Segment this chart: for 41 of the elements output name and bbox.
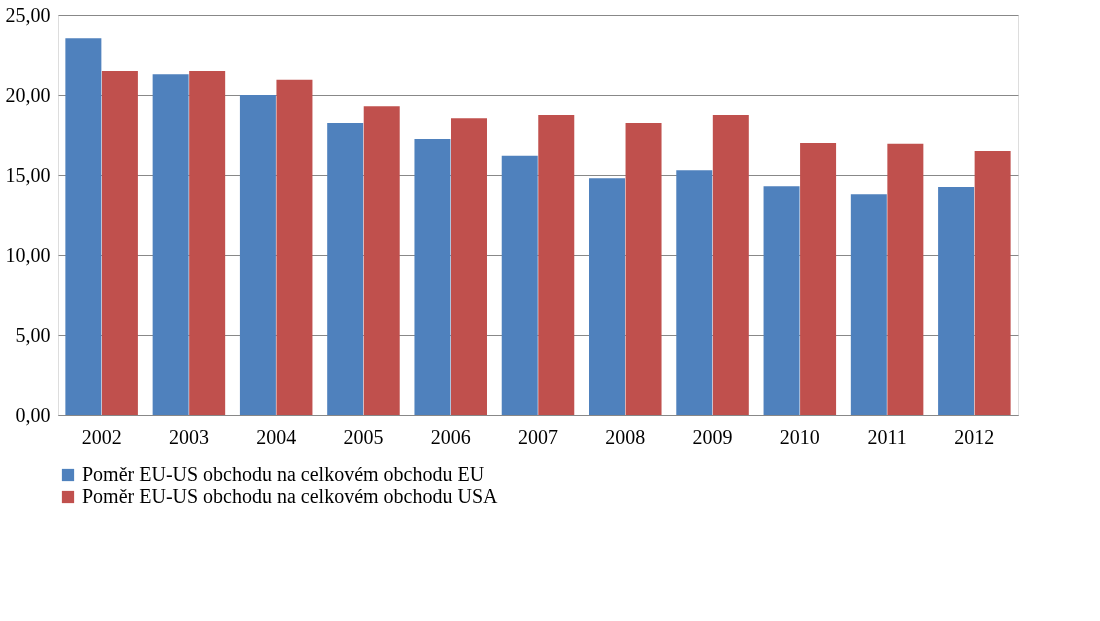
y-tick-label: 25,00	[5, 3, 51, 26]
legend-label: Poměr EU-US obchodu na celkovém obchodu EU	[82, 463, 485, 485]
bar	[676, 170, 713, 415]
x-tick-label: 2006	[430, 425, 471, 448]
bar	[65, 38, 102, 415]
x-tick-label: 2011	[867, 425, 907, 448]
bar	[625, 123, 662, 415]
bar	[589, 178, 626, 415]
x-tick-label: 2004	[256, 425, 297, 448]
bar	[800, 143, 837, 415]
bar	[189, 71, 226, 415]
bar	[152, 74, 189, 415]
bar	[538, 115, 575, 415]
x-tick-label: 2009	[692, 425, 733, 448]
bar	[938, 187, 975, 415]
bar	[414, 139, 451, 415]
bar	[887, 143, 924, 415]
y-tick-label: 5,00	[15, 323, 51, 346]
bar	[363, 106, 400, 415]
bar	[276, 79, 313, 415]
x-tick-label: 2003	[168, 425, 209, 448]
bar	[974, 151, 1011, 415]
bar	[450, 118, 487, 415]
x-tick-label: 2008	[605, 425, 646, 448]
bar	[239, 95, 276, 415]
y-tick-label: 20,00	[5, 83, 51, 106]
y-tick-label: 10,00	[5, 243, 51, 266]
y-tick-label: 0,00	[15, 403, 51, 426]
bar	[101, 71, 138, 415]
legend-label: Poměr EU-US obchodu na celkovém obchodu USA	[82, 485, 499, 507]
x-tick-label: 2010	[779, 425, 820, 448]
y-tick-label: 15,00	[5, 163, 51, 186]
bar	[501, 155, 538, 415]
bar	[327, 123, 364, 415]
bar	[850, 194, 887, 415]
x-tick-label: 2012	[954, 425, 995, 448]
x-tick-label: 2007	[518, 425, 558, 448]
x-tick-label: 2005	[343, 425, 384, 448]
x-tick-label: 2002	[81, 425, 122, 448]
bar	[712, 115, 749, 415]
bar	[763, 186, 800, 415]
